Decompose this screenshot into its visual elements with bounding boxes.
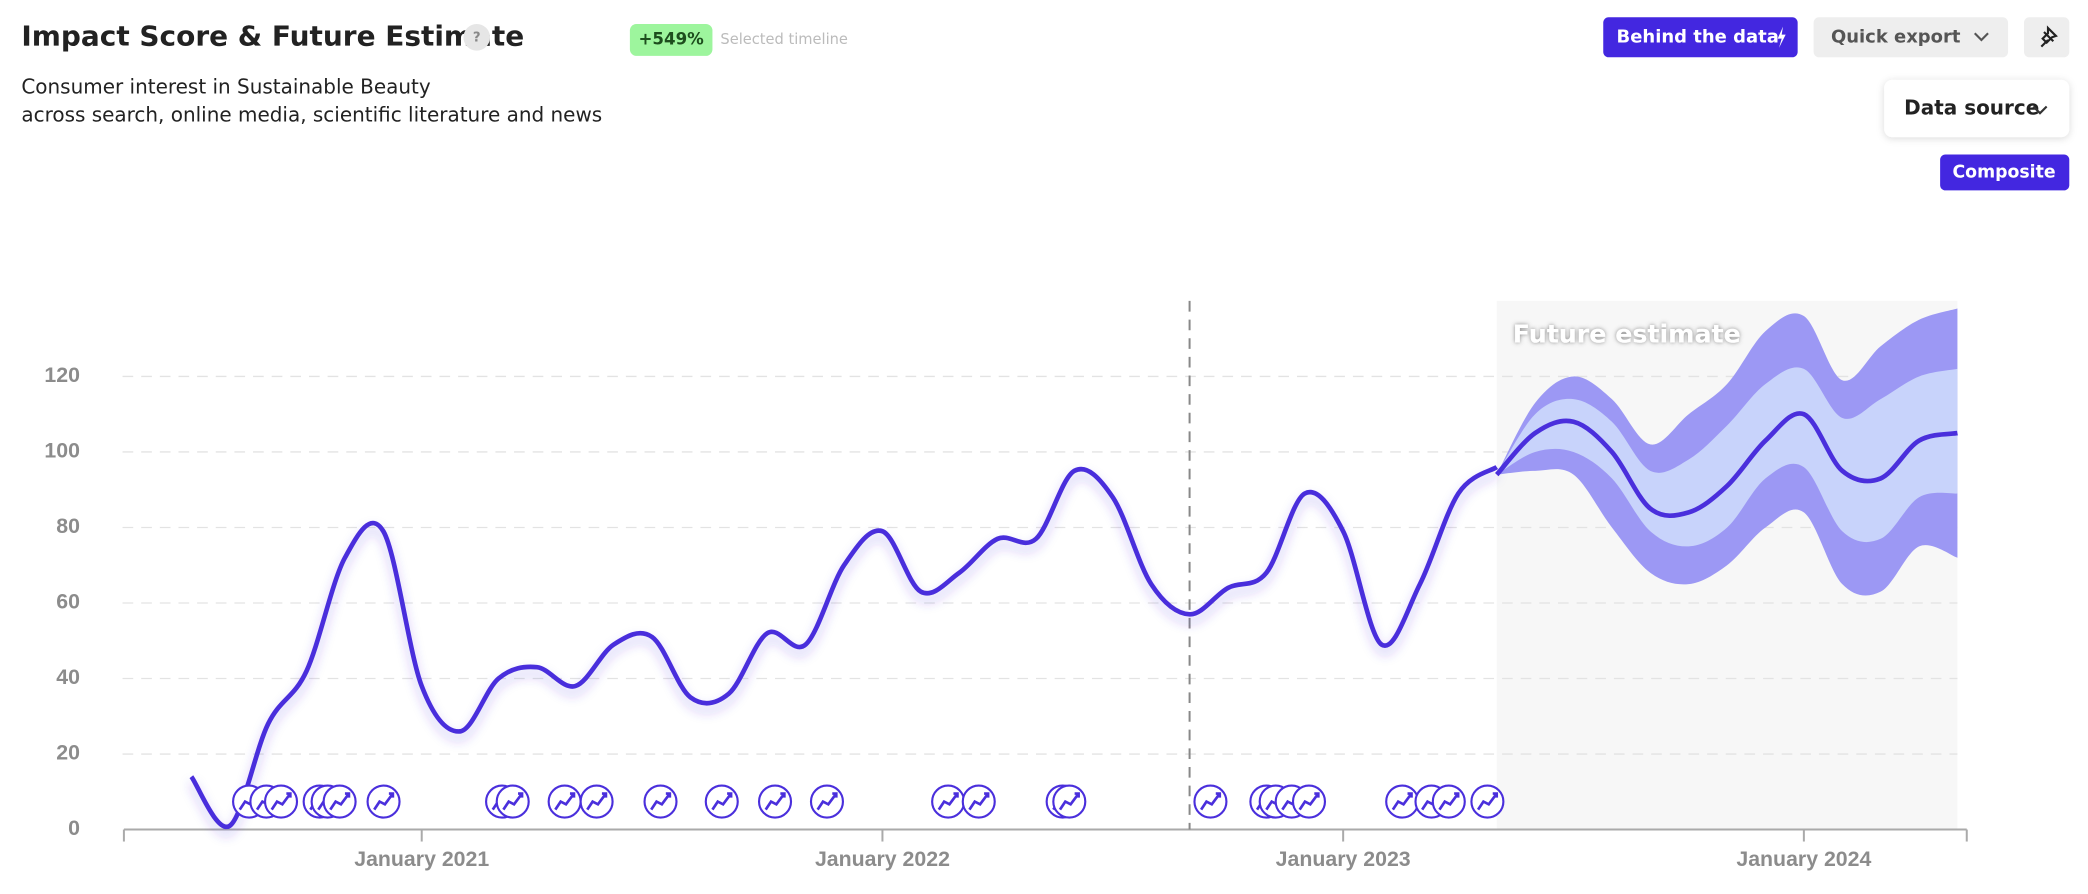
help-icon[interactable] bbox=[463, 23, 491, 51]
event-icon[interactable] bbox=[263, 784, 299, 819]
behind-button[interactable]: Behind the data bbox=[1603, 17, 1798, 58]
event-glyph bbox=[502, 792, 524, 811]
y-tick-label: 0 bbox=[68, 816, 80, 840]
event-glyph bbox=[764, 792, 786, 811]
event-icon[interactable] bbox=[704, 784, 739, 819]
event-icon[interactable] bbox=[931, 784, 966, 819]
event-circle bbox=[322, 784, 357, 819]
button-bg bbox=[1813, 17, 2009, 58]
event-icon[interactable] bbox=[1193, 784, 1228, 819]
event-glyph bbox=[1200, 792, 1222, 811]
event-glyph bbox=[270, 792, 292, 811]
event-icon[interactable] bbox=[1052, 784, 1087, 819]
event-circle bbox=[757, 784, 793, 819]
event-circle bbox=[1470, 784, 1505, 819]
event-glyph bbox=[937, 792, 959, 811]
event-icon[interactable] bbox=[961, 784, 996, 819]
event-glyph bbox=[1391, 792, 1413, 811]
series-line bbox=[189, 465, 1499, 830]
event-circle bbox=[1052, 784, 1087, 819]
change-note: Selected timeline bbox=[720, 31, 847, 48]
event-glyph bbox=[373, 792, 395, 811]
pin-button[interactable] bbox=[2024, 17, 2070, 58]
event-icon[interactable] bbox=[643, 784, 678, 819]
dropdown-label: Data source bbox=[1904, 96, 2039, 120]
event-icon[interactable] bbox=[1385, 784, 1420, 819]
composite-button[interactable]: Composite bbox=[1940, 154, 2070, 191]
x-tick-label: January 2021 bbox=[354, 847, 489, 871]
button-bg bbox=[1940, 154, 2070, 191]
forecast-label: Future estimate bbox=[1513, 320, 1741, 349]
pin-icon bbox=[2040, 25, 2058, 48]
x-tick-label: January 2022 bbox=[815, 847, 950, 871]
event-circle bbox=[643, 784, 678, 819]
y-tick-label: 120 bbox=[44, 363, 80, 387]
event-glyph bbox=[816, 792, 838, 811]
event-circle bbox=[1385, 784, 1420, 819]
y-tick-label: 80 bbox=[56, 514, 80, 538]
button-label: Composite bbox=[1952, 162, 2055, 182]
event-icon[interactable] bbox=[579, 784, 614, 819]
plot: 0 20 40 60 80 100 120 January 2021 January 2022 J… bbox=[44, 300, 1968, 871]
chevron bbox=[2032, 105, 2048, 115]
button-bg bbox=[1603, 17, 1798, 58]
title: Impact Score & Future Estimate bbox=[21, 19, 524, 52]
event-icon[interactable] bbox=[809, 784, 845, 819]
event-circle bbox=[547, 784, 582, 819]
event-circle bbox=[931, 784, 966, 819]
event-glyph bbox=[711, 792, 733, 811]
event-glyph bbox=[329, 792, 351, 811]
button-label: Behind the data bbox=[1617, 26, 1779, 47]
event-glyph bbox=[554, 792, 576, 811]
event-circle bbox=[495, 784, 530, 819]
event-icon[interactable] bbox=[366, 784, 401, 819]
event-glyph bbox=[1298, 792, 1320, 811]
event-glyph bbox=[586, 792, 608, 811]
export-button[interactable]: Quick export bbox=[1813, 17, 2009, 58]
event-circle bbox=[1431, 784, 1466, 819]
change: +549% bbox=[639, 29, 705, 48]
y-tick-label: 60 bbox=[56, 590, 80, 614]
source-dropdown[interactable]: Data source bbox=[1884, 79, 2070, 138]
event-glyph bbox=[968, 792, 990, 811]
event-circle bbox=[366, 784, 401, 819]
x-tick-label: January 2023 bbox=[1276, 847, 1411, 871]
event-icon[interactable] bbox=[1470, 784, 1505, 819]
event-circle bbox=[704, 784, 739, 819]
event-circle bbox=[1291, 784, 1327, 819]
event-icon[interactable] bbox=[1431, 784, 1466, 819]
event-glyph bbox=[1058, 792, 1080, 811]
event-circle bbox=[263, 784, 299, 819]
event-icon[interactable] bbox=[757, 784, 793, 819]
event-icon[interactable] bbox=[547, 784, 582, 819]
y-tick-label: 40 bbox=[56, 665, 80, 689]
chevron bbox=[1973, 32, 1989, 42]
event-glyph bbox=[1476, 792, 1499, 811]
dropdown-bg bbox=[1884, 79, 2070, 138]
subtitle: across search, online media, scientific … bbox=[21, 102, 602, 126]
event-circle bbox=[579, 784, 614, 819]
y-tick-label: 20 bbox=[56, 741, 80, 765]
event-circle bbox=[961, 784, 996, 819]
y-tick-label: 100 bbox=[44, 439, 80, 463]
event-circle bbox=[809, 784, 845, 819]
button-label: Quick export bbox=[1831, 26, 1961, 47]
event-glyph bbox=[1438, 792, 1460, 811]
event-glyph bbox=[650, 792, 672, 811]
forecast-line bbox=[1494, 411, 1958, 519]
bolt-icon bbox=[1777, 26, 1786, 48]
subtitle: Consumer interest in Sustainable Beauty bbox=[21, 74, 430, 98]
event-icon[interactable] bbox=[495, 784, 530, 819]
button-bg bbox=[2024, 17, 2070, 58]
event-circle bbox=[1193, 784, 1228, 819]
inner-band bbox=[1496, 367, 1958, 547]
help-text: ? bbox=[473, 30, 481, 45]
event-icon[interactable] bbox=[1291, 784, 1327, 819]
x-tick-label: January 2024 bbox=[1736, 847, 1871, 871]
event-icon[interactable] bbox=[322, 784, 357, 819]
change-pill bbox=[629, 23, 713, 56]
